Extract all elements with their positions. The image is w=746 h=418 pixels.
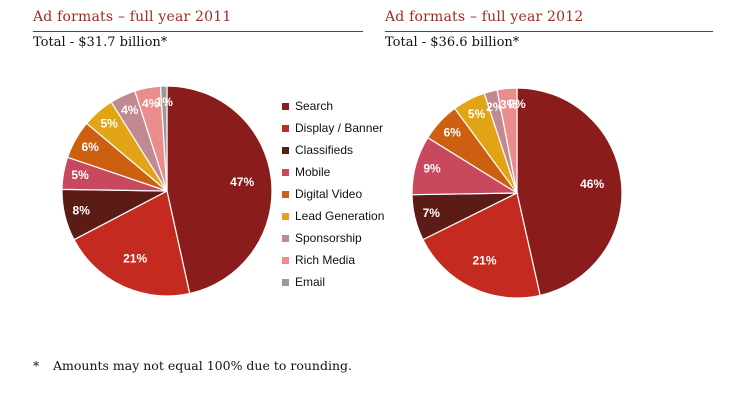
pie-chart-2012: 46%21%7%9%6%5% 2%3%0%: [411, 87, 623, 299]
slice-label: 6%: [444, 125, 462, 139]
footnote: * Amounts may not equal 100% due to round…: [33, 358, 352, 373]
slice-label: 47%: [230, 175, 254, 189]
slice-label: 5%: [71, 168, 89, 182]
legend-label: Search: [295, 99, 334, 113]
slice-label: 46%: [580, 177, 604, 191]
legend-item: Mobile: [282, 161, 402, 183]
legend-item: Lead Generation: [282, 205, 402, 227]
legend-label: Display / Banner: [295, 121, 384, 135]
legend-swatch: [282, 146, 289, 154]
slice-label: 5%: [100, 117, 118, 131]
legend-item: Sponsorship: [282, 227, 402, 249]
legend-label: Sponsorship: [295, 231, 362, 245]
pie-slice: [422, 192, 541, 299]
slice-label: 8%: [73, 204, 91, 218]
legend-label: Rich Media: [295, 253, 356, 267]
legend-item: Email: [282, 271, 402, 293]
slice-label: 21%: [123, 252, 147, 266]
legend-swatch: [282, 234, 289, 242]
legend-label: Mobile: [295, 165, 331, 179]
chart-legend: Search Display / Banner Classifieds Mobile D…: [282, 95, 402, 293]
footnote-text: Amounts may not equal 100% due to roundi…: [53, 358, 352, 373]
chart-title-2011: Ad formats – full year 2011: [33, 9, 232, 25]
legend-item: Rich Media: [282, 249, 402, 271]
legend-swatch: [282, 256, 289, 264]
legend-swatch: [282, 278, 289, 286]
chart-total-2012: Total - $36.6 billion*: [385, 35, 520, 50]
pie-slice: [159, 85, 168, 192]
legend-swatch: [282, 212, 289, 220]
legend-item: Digital Video: [282, 183, 402, 205]
legend-label: Lead Generation: [295, 209, 385, 223]
legend-swatch: [282, 124, 289, 132]
slice-label: 3%: [500, 97, 518, 111]
slice-label: 4%: [121, 103, 139, 117]
title-rule-2012: [385, 31, 713, 32]
pie-chart-2011: 47%21%8%5%6%5%4% 4%1%: [61, 85, 273, 297]
pie-slice: [166, 85, 273, 295]
slice-label: 9%: [423, 162, 441, 176]
chart-total-2011: Total - $31.7 billion*: [33, 35, 168, 50]
slice-label: 21%: [472, 253, 496, 267]
slice-label: 6%: [81, 140, 99, 154]
legend-swatch: [282, 168, 289, 176]
footnote-marker: *: [33, 358, 40, 373]
pie-slice: [496, 87, 518, 194]
slice-label: 7%: [423, 206, 441, 220]
legend-swatch: [282, 190, 289, 198]
legend-item: Classifieds: [282, 139, 402, 161]
slice-label: 0%: [508, 97, 526, 111]
pie-slice: [73, 190, 191, 297]
slice-label: 1%: [156, 95, 174, 109]
slice-label: 5%: [468, 107, 486, 121]
legend-item: Search: [282, 95, 402, 117]
legend-label: Email: [295, 275, 326, 289]
legend-item: Display / Banner: [282, 117, 402, 139]
legend-label: Classifieds: [295, 143, 354, 157]
chart-title-2012: Ad formats – full year 2012: [385, 9, 584, 25]
pie-slice: [516, 87, 623, 297]
title-rule-2011: [33, 31, 363, 32]
legend-label: Digital Video: [295, 187, 363, 201]
legend-swatch: [282, 102, 289, 110]
slice-label: 4%: [142, 97, 160, 111]
